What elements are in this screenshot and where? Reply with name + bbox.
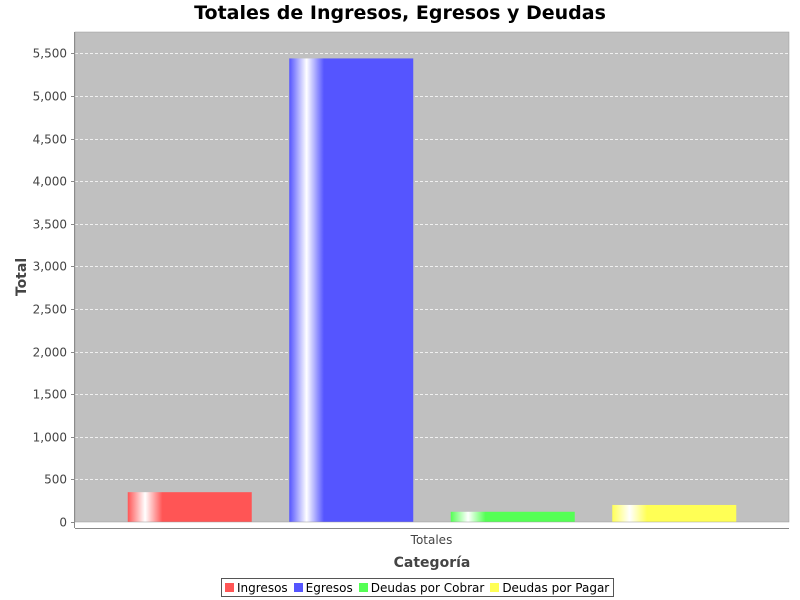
legend-swatch — [358, 583, 368, 592]
y-tick-label: 4,500 — [33, 133, 67, 147]
legend-swatch — [490, 583, 500, 592]
y-tick-label: 5,500 — [33, 47, 67, 61]
y-tick-label: 3,000 — [33, 260, 67, 274]
legend-item: Egresos — [293, 580, 353, 595]
bar-deudas-por-pagar — [612, 504, 737, 522]
grid-lines — [75, 53, 789, 480]
bar-egresos — [289, 58, 414, 523]
legend-item: Deudas por Cobrar — [358, 580, 485, 595]
legend-label: Deudas por Cobrar — [370, 580, 485, 595]
y-tick-label: 1,500 — [33, 388, 67, 402]
y-axis-ticks: 0 500 1,000 1,500 2,000 2,500 3,000 3,500 4,000 4… — [33, 47, 75, 530]
plot-border — [74, 31, 790, 523]
bars — [127, 58, 737, 523]
y-axis-title: Total — [14, 258, 30, 296]
y-tick-label: 3,500 — [33, 218, 67, 232]
x-axis-title: Categoría — [394, 555, 471, 571]
y-tick-label: 500 — [44, 473, 67, 487]
y-tick-label: 1,000 — [33, 431, 67, 445]
legend-swatch — [293, 583, 303, 592]
y-tick-label: 5,000 — [33, 90, 67, 104]
y-tick-label: 4,000 — [33, 175, 67, 189]
legend-label: Egresos — [305, 580, 353, 595]
legend-swatch — [225, 583, 234, 592]
bar-deudas-por-cobrar — [450, 511, 575, 522]
legend-item: Ingresos — [225, 581, 288, 595]
legend-label: Ingresos — [237, 580, 288, 595]
plot-area — [75, 32, 789, 522]
bar-ingresos — [127, 492, 252, 522]
y-tick-label: 0 — [59, 516, 67, 530]
legend-item: Deudas por Pagar — [490, 581, 609, 595]
y-tick-label: 2,500 — [33, 303, 67, 317]
axes — [74, 31, 790, 529]
legend: Ingresos Egresos Deudas por Cobrar Deudas p… — [221, 578, 615, 597]
x-axis-ticks: Totales — [410, 533, 453, 547]
y-tick-label: 2,000 — [33, 346, 67, 360]
x-tick-label: Totales — [410, 533, 453, 547]
chart-title: Totales de Ingresos, Egresos y Deudas — [194, 2, 606, 24]
legend-label: Deudas por Pagar — [502, 580, 610, 595]
